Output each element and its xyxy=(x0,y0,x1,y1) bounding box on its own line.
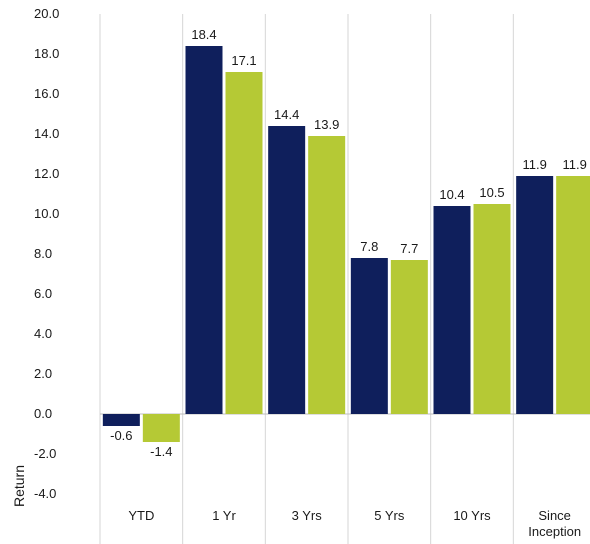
y-tick-label: -2.0 xyxy=(34,446,56,461)
data-label: 17.1 xyxy=(231,53,256,68)
y-tick-label: 18.0 xyxy=(34,46,59,61)
x-category-label: YTD xyxy=(128,508,154,523)
data-label: 7.8 xyxy=(360,239,378,254)
y-axis-label: Return xyxy=(11,465,27,507)
bar-series-1 xyxy=(268,126,306,414)
data-label: 11.9 xyxy=(562,157,586,172)
x-category-label: 3 Yrs xyxy=(292,508,323,523)
bar-series-1 xyxy=(185,46,223,414)
y-tick-label: -4.0 xyxy=(34,486,56,501)
data-label: 13.9 xyxy=(314,117,339,132)
bar-series-1 xyxy=(102,414,140,426)
y-tick-label: 6.0 xyxy=(34,286,52,301)
bar-series-2 xyxy=(225,72,263,414)
x-category-label: 10 Yrs xyxy=(453,508,491,523)
data-label: 14.4 xyxy=(274,107,299,122)
bar-series-2 xyxy=(556,176,590,414)
bar-series-2 xyxy=(390,260,428,414)
x-category-label: Since xyxy=(538,508,571,523)
data-label: 10.4 xyxy=(439,187,464,202)
bar-series-2 xyxy=(308,136,346,414)
y-tick-label: 0.0 xyxy=(34,406,52,421)
data-label: -1.4 xyxy=(150,444,172,459)
y-tick-label: 16.0 xyxy=(34,86,59,101)
x-category-label: 1 Yr xyxy=(212,508,236,523)
data-label: 11.9 xyxy=(522,157,546,172)
data-label: -0.6 xyxy=(110,428,132,443)
y-tick-label: 10.0 xyxy=(34,206,59,221)
y-tick-label: 8.0 xyxy=(34,246,52,261)
y-tick-label: 12.0 xyxy=(34,166,59,181)
data-label: 10.5 xyxy=(479,185,504,200)
x-category-label: 5 Yrs xyxy=(374,508,405,523)
x-category-label: Inception xyxy=(528,524,581,539)
y-tick-label: 2.0 xyxy=(34,366,52,381)
bar-series-2 xyxy=(473,204,511,414)
y-tick-label: 20.0 xyxy=(34,6,59,21)
grid-layer xyxy=(99,14,590,544)
bar-series-2 xyxy=(142,414,180,442)
bar-series-1 xyxy=(433,206,471,414)
bars-layer xyxy=(102,46,590,442)
labels-layer: -4.0 -2.0 0.0 2.0 4.0 6.0 8.0 10.0 12.0 14.0 16.0 1… xyxy=(34,6,587,539)
y-tick-label: 4.0 xyxy=(34,326,52,341)
bar-series-1 xyxy=(350,258,388,414)
data-label: 18.4 xyxy=(191,27,216,42)
bar-series-1 xyxy=(516,176,554,414)
data-label: 7.7 xyxy=(400,241,418,256)
y-tick-label: 14.0 xyxy=(34,126,59,141)
